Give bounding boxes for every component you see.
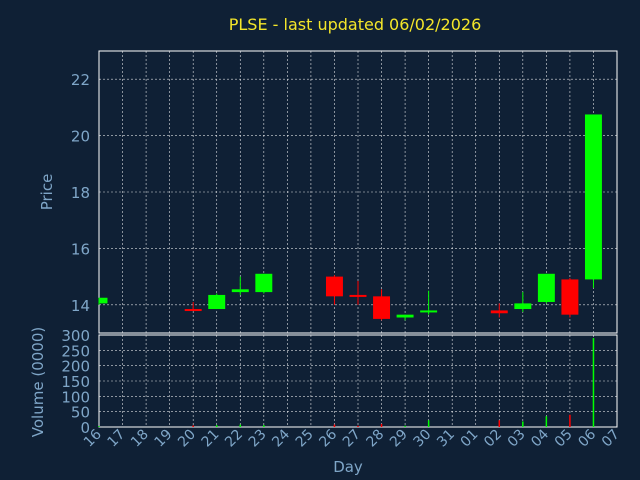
x-tick-label: 23 xyxy=(246,427,270,451)
x-tick-label: 26 xyxy=(316,426,340,450)
volume-tick-label: 0 xyxy=(80,419,90,437)
price-panel: 14 16 18 20 22 xyxy=(71,50,618,334)
candle-body xyxy=(373,296,391,319)
volume-bar xyxy=(380,423,383,427)
candle-body xyxy=(184,309,202,312)
x-tick-label: 03 xyxy=(505,427,529,451)
x-tick-label: 07 xyxy=(599,427,623,451)
price-tick-label: 16 xyxy=(71,240,90,258)
candle xyxy=(373,289,391,321)
volume-tick-label: 150 xyxy=(61,373,90,391)
x-tick-label: 31 xyxy=(434,427,458,451)
candle xyxy=(561,278,579,318)
candle-body xyxy=(349,294,367,297)
x-tick-label: 04 xyxy=(528,426,552,450)
candle-body xyxy=(561,279,579,315)
candle-body xyxy=(584,114,602,280)
x-tick-label: 30 xyxy=(411,427,435,451)
x-tick-label: 21 xyxy=(199,427,223,451)
x-tick-label: 05 xyxy=(552,427,576,451)
x-tick-label: 25 xyxy=(293,427,317,451)
x-tick-label: 24 xyxy=(269,426,293,450)
x-tick-label: 17 xyxy=(104,427,128,451)
volume-bar xyxy=(592,338,595,427)
candle xyxy=(325,275,343,305)
candle xyxy=(490,303,508,318)
x-tick-label: 22 xyxy=(222,427,246,451)
volume-bar xyxy=(569,414,571,427)
x-tick-label: 29 xyxy=(387,427,411,451)
candle-body xyxy=(208,294,226,310)
candle xyxy=(231,276,249,295)
x-tick-label: 20 xyxy=(175,427,199,451)
price-tick-label: 14 xyxy=(71,297,90,315)
x-tick-label: 28 xyxy=(363,427,387,451)
x-axis-label: Day xyxy=(333,458,363,476)
x-tick-label: 18 xyxy=(128,427,152,451)
volume-bar xyxy=(522,421,524,427)
price-axis-label: Price xyxy=(38,174,56,211)
price-tick-label: 22 xyxy=(71,71,90,89)
volume-bar xyxy=(263,425,265,427)
x-tick-label: 06 xyxy=(575,426,599,450)
volume-tick-label: 250 xyxy=(61,342,90,360)
candle xyxy=(208,293,226,310)
volume-axis-label: Volume (0000) xyxy=(29,327,47,437)
candle xyxy=(396,314,414,321)
volume-bar xyxy=(357,425,359,427)
x-tick-label: 19 xyxy=(152,427,176,451)
candle-body xyxy=(255,273,273,293)
x-tick-label: 01 xyxy=(458,427,482,451)
candle xyxy=(537,273,555,304)
candle xyxy=(349,280,367,305)
candle xyxy=(420,290,438,315)
volume-bar xyxy=(404,425,406,427)
volume-bar xyxy=(427,420,430,427)
volume-bar xyxy=(98,426,100,427)
candle-body xyxy=(537,273,555,302)
price-plot-frame xyxy=(98,50,618,334)
volume-bar xyxy=(239,424,242,427)
candle xyxy=(255,273,273,294)
candle-body xyxy=(514,303,532,310)
volume-tick-label: 100 xyxy=(61,388,90,406)
volume-bar xyxy=(333,424,336,427)
candle xyxy=(584,114,602,288)
candle xyxy=(184,301,202,312)
volume-bar xyxy=(545,416,548,427)
candle-body xyxy=(420,310,438,313)
volume-tick-label: 300 xyxy=(61,327,90,345)
volume-bar xyxy=(192,425,194,427)
candle-body xyxy=(325,276,343,297)
volume-tick-label: 50 xyxy=(71,404,90,422)
candle xyxy=(98,297,108,305)
candle-body xyxy=(396,314,414,318)
candle xyxy=(514,292,532,312)
volume-tick-label: 200 xyxy=(61,358,90,376)
x-tick-label: 02 xyxy=(481,427,505,451)
volume-bar xyxy=(215,425,218,427)
candle-body xyxy=(231,289,249,293)
price-tick-label: 20 xyxy=(71,128,90,146)
candle-body xyxy=(490,310,508,314)
x-tick-label: 27 xyxy=(340,427,364,451)
chart-title: PLSE - last updated 06/02/2026 xyxy=(229,15,482,34)
price-tick-label: 18 xyxy=(71,184,90,202)
volume-bar xyxy=(498,420,501,427)
candle-body xyxy=(99,297,108,304)
